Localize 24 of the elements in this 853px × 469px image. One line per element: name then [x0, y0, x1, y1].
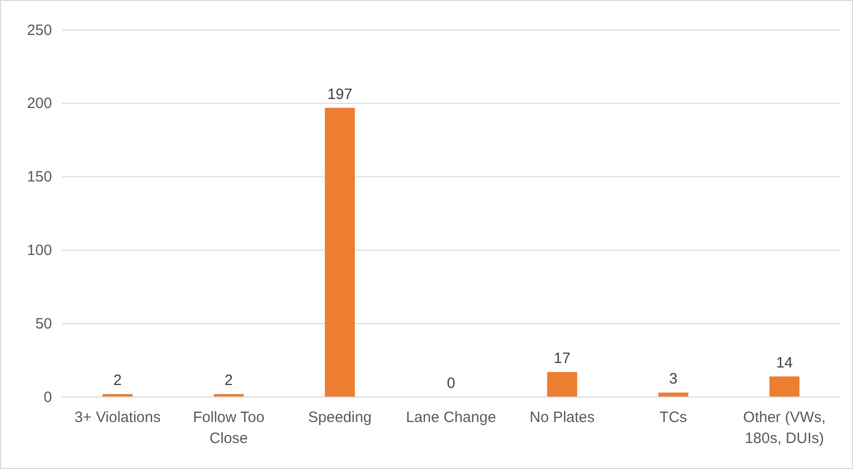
data-label: 2 [113, 372, 122, 390]
data-label: 3 [669, 370, 678, 388]
bar [769, 376, 800, 397]
data-label: 0 [446, 375, 456, 392]
y-tick-label: 150 [26, 168, 52, 186]
x-tick-label: TCs [660, 409, 688, 426]
x-tick-label: Lane Change [406, 409, 496, 426]
x-tick-label: No Plates [530, 409, 595, 426]
bar [547, 372, 578, 397]
x-tick-label: 3+ Violations [74, 409, 161, 426]
x-tick-label: Other (VWs, 180s, DUIs) [743, 409, 826, 447]
data-label: 17 [554, 350, 570, 368]
y-tick-label: 250 [26, 22, 52, 39]
y-tick-label: 0 [44, 388, 52, 406]
y-tick-label: 200 [26, 95, 52, 112]
y-tick-label: 50 [35, 315, 52, 332]
data-label: 197 [327, 86, 352, 103]
bar [324, 108, 355, 397]
x-tick-label: Speeding [308, 409, 372, 426]
x-tick-label: Follow Too Close [192, 409, 264, 447]
bar [658, 392, 688, 397]
y-tick-label: 100 [26, 242, 52, 259]
data-label: 2 [224, 372, 233, 390]
data-label: 14 [776, 354, 793, 372]
